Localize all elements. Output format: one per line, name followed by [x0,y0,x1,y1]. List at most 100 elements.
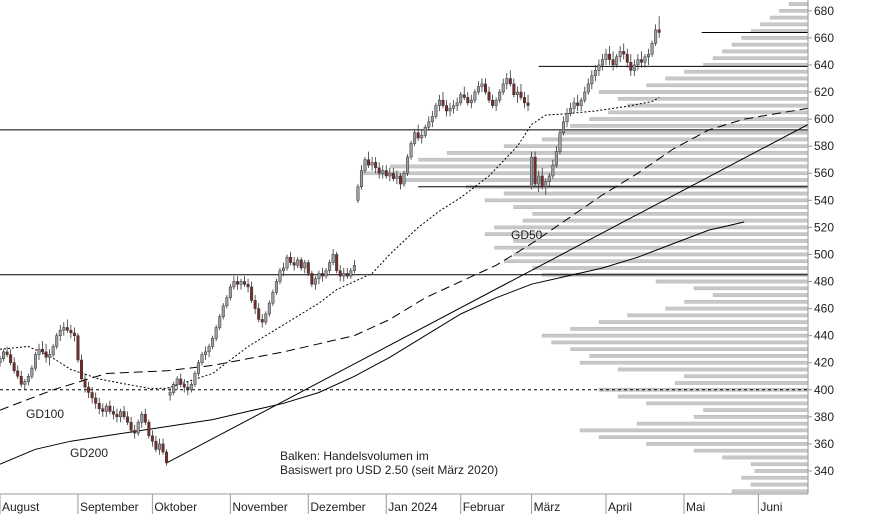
volume-bar [513,239,809,243]
candle-body [519,91,523,98]
candle-body [189,384,193,391]
candle-body [388,172,392,177]
candle-body [69,329,73,334]
volume-bar [741,36,809,40]
gd50-line [0,96,660,389]
candle-body [324,270,328,277]
candle-body [615,56,619,66]
volume-bar [684,69,809,74]
candle-body [296,259,300,266]
candle-body [62,327,66,331]
candle-body [150,435,154,442]
volume-bar [684,299,809,304]
volume-bar [779,9,809,13]
candle-body [448,108,452,112]
candle-body [441,99,445,106]
volume-bar [503,144,809,148]
volume-bar [589,117,809,121]
candle-body [402,172,406,185]
candle-body [604,53,608,60]
volume-bar [674,381,809,385]
volume-bar [665,76,809,81]
candle-body [282,267,285,271]
volume-bar [646,442,809,446]
candle-body [136,422,140,434]
volume-bar [532,212,809,216]
y-tick-label: 620 [814,85,834,99]
volume-bar [579,360,809,365]
candle-body [434,105,438,117]
candle-body [600,59,604,66]
candle-body [622,51,626,55]
y-tick-label: 380 [814,410,834,424]
candle-body [625,53,629,63]
candle-body [299,259,303,269]
candle-body [530,156,534,188]
candle-body [207,346,211,353]
candle-body [221,305,225,317]
candle-body [289,256,293,263]
gd200-line [0,221,745,465]
candle-body [590,75,594,85]
candle-body [2,351,6,359]
y-tick-label: 480 [814,275,834,289]
candle-body [108,405,112,412]
x-tick-label: Februar [463,500,505,514]
volume-bar [570,124,809,128]
horizontal-lines [0,31,808,391]
candle-body [445,105,449,112]
candle-body [179,378,183,385]
y-tick-label: 600 [814,112,834,126]
candle-body [593,70,597,77]
candle-body [370,162,374,166]
candle-body [243,281,247,285]
gd100-label: GD100 [26,407,64,421]
moving-averages [0,96,809,465]
candle-body [579,99,583,106]
volume-bar [627,103,809,108]
volume-bar [788,2,809,6]
candle-body [430,116,434,123]
candle-body [420,135,424,139]
y-tick-label: 440 [814,329,834,343]
candle-body [140,413,144,423]
candle-body [5,351,9,355]
candle-body [218,316,222,328]
candle-body [87,386,91,393]
gd100-line [0,107,809,411]
y-tick-labels: 340 360 380 400 420 440 460 480 500 520 540 560 580 6… [808,4,834,478]
x-tick-label: Oktober [154,500,197,514]
candle-body [544,181,548,188]
volume-bar [722,455,809,460]
volume-bar [693,448,809,453]
candle-body [328,262,332,271]
candle-body [119,411,122,418]
candle-body [586,83,590,93]
volume-bar [399,178,809,182]
y-tick-label: 540 [814,193,834,207]
x-tick-label: August [2,500,40,514]
candle-body [597,64,601,71]
candle-body [0,358,2,363]
candle-body [16,370,20,377]
candle-body [58,329,62,336]
y-tick-label: 640 [814,58,834,72]
candle-body [423,126,427,136]
candle-body [196,362,200,374]
candle-body [654,29,658,44]
volume-bar [389,164,809,169]
volume-bar [589,354,809,358]
candle-body [321,273,324,277]
volume-bar [617,96,809,101]
volume-bar [731,489,809,494]
candle-body [147,422,151,437]
candle-body [398,175,402,185]
candle-body [157,443,161,450]
note-line-1: Balken: Handelsvolumen im [280,449,429,463]
volume-bar [513,252,809,257]
candle-body [569,108,573,114]
candle-body [508,78,512,85]
candle-body [611,59,615,66]
candle-body [175,378,179,385]
candle-body [629,62,633,71]
